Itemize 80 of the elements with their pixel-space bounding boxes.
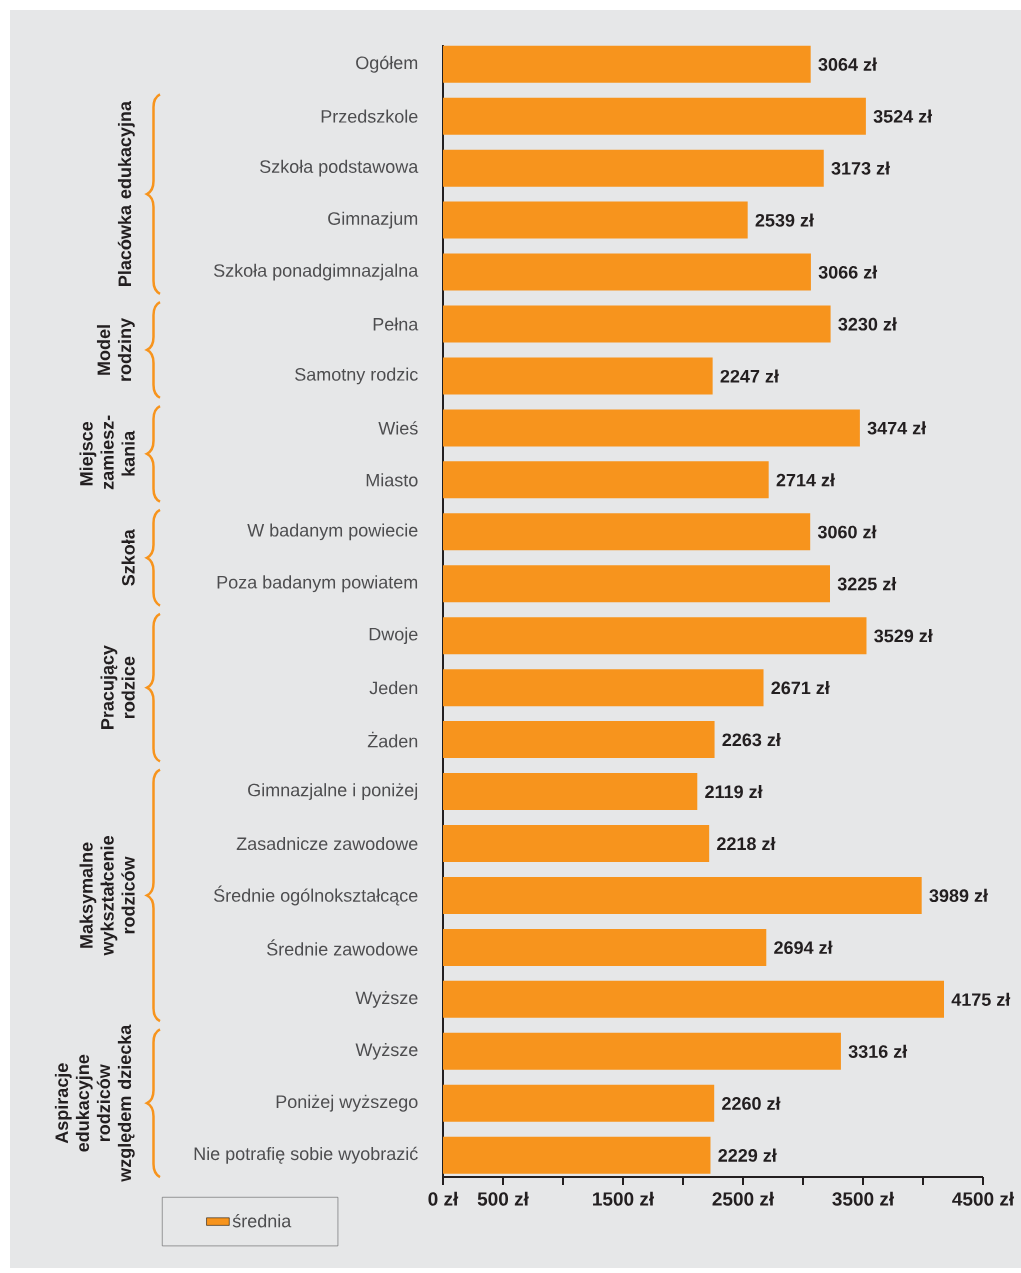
y-tick-label: Wieś — [378, 421, 418, 435]
y-tick-label: Samotny rodzic — [295, 367, 418, 385]
y-tick-label: Poza badanym powiatem — [217, 575, 418, 593]
bar — [443, 201, 748, 239]
y-tick-label: Miasto — [366, 473, 418, 487]
data-label: 3225 zł — [837, 577, 897, 591]
y-tick-label: Średnie ogólnokształcące — [213, 885, 418, 906]
y-tick-label: Ogółem — [356, 55, 418, 73]
data-label: 2119 zł — [705, 784, 763, 799]
data-label: 3316 zł — [848, 1044, 908, 1058]
x-tick-label: 1500 zł — [593, 1191, 654, 1206]
bar — [443, 1032, 841, 1070]
bar — [443, 980, 944, 1018]
text: Miejsce zamiesz-kania — [79, 415, 135, 490]
text: Szkoła — [121, 529, 135, 586]
bar — [443, 45, 811, 83]
x-tick-label: 500 zł — [477, 1191, 529, 1206]
data-label: 2263 zł — [722, 732, 781, 747]
x-tick-label: 3500 zł — [832, 1191, 894, 1206]
y-tick-label: Pełna — [373, 317, 419, 331]
bar — [443, 773, 698, 811]
bar — [443, 513, 811, 551]
y-tick-label: Przedszkole — [321, 109, 418, 123]
bar — [443, 1136, 711, 1174]
bar — [443, 357, 713, 395]
y-tick-label: Poniżej wyższego — [276, 1094, 418, 1112]
text: Maksymalne wykształcenie rodziców — [79, 836, 135, 956]
bar — [443, 669, 764, 707]
bar — [443, 97, 866, 135]
y-tick-label: Zasadnicze zawodowe — [236, 836, 418, 851]
y-tick-label: Wyższe — [355, 990, 418, 1008]
data-label: 2229 zł — [718, 1148, 777, 1162]
bar — [443, 565, 831, 603]
x-tick-label: 0 zł — [428, 1191, 459, 1206]
data-label: 2694 zł — [774, 940, 833, 954]
text: Placówka edukacyjna — [117, 100, 135, 286]
data-label: 2539 zł — [755, 213, 814, 227]
bar — [443, 461, 769, 499]
text: Pracujący rodzice — [100, 645, 135, 729]
y-tick-label: Dwoje — [369, 627, 418, 645]
bar — [443, 305, 831, 343]
legend-label: średnia — [232, 1213, 292, 1228]
data-label: 2671 zł — [771, 681, 830, 695]
data-label: 3066 zł — [818, 265, 878, 279]
y-tick-label: Nie potrafię sobie wyobrazić — [194, 1146, 418, 1164]
y-tick-label: Żaden — [367, 731, 418, 748]
data-label: 2218 zł — [717, 836, 776, 851]
text: Aspiracje edukacyjne rodziców względem dziecka — [54, 1024, 135, 1182]
bar — [443, 149, 824, 187]
x-tick-label: 4500 zł — [952, 1191, 1014, 1206]
bar — [443, 721, 715, 759]
y-tick-label: Średnie zawodowe — [267, 939, 418, 956]
y-tick-label: Szkoła ponadgimnazjalna — [213, 263, 419, 281]
bar — [443, 409, 860, 447]
y-tick-label: Szkoła podstawowa — [260, 159, 419, 177]
bar — [443, 876, 922, 914]
data-label: 2260 zł — [722, 1096, 781, 1110]
data-label: 3474 zł — [867, 421, 927, 435]
y-tick-label: W badanym powiecie — [247, 523, 418, 541]
data-label: 3060 zł — [817, 525, 877, 539]
bar — [443, 253, 811, 291]
y-tick-label: Wyższe — [355, 1042, 418, 1060]
data-label: 2247 zł — [720, 369, 779, 383]
bar — [443, 825, 710, 862]
y-tick-label: Gimnazjalne i poniżej — [248, 783, 418, 800]
bar — [443, 1084, 715, 1122]
data-label: 3064 zł — [818, 57, 877, 71]
data-label: 4175 zł — [951, 992, 1011, 1006]
data-label: 3529 zł — [874, 629, 933, 643]
bar — [443, 617, 867, 655]
data-label: 3173 zł — [831, 161, 890, 175]
data-label: 2714 zł — [776, 473, 835, 487]
text: Model rodziny — [96, 318, 135, 381]
x-tick-label: 2500 zł — [712, 1191, 774, 1206]
bar — [443, 928, 767, 966]
y-tick-label: Gimnazjum — [328, 211, 418, 229]
data-label: 3524 zł — [873, 109, 933, 123]
data-label: 3230 zł — [838, 317, 897, 331]
y-tick-label: Jeden — [369, 681, 418, 695]
data-label: 3989 zł — [929, 888, 988, 903]
